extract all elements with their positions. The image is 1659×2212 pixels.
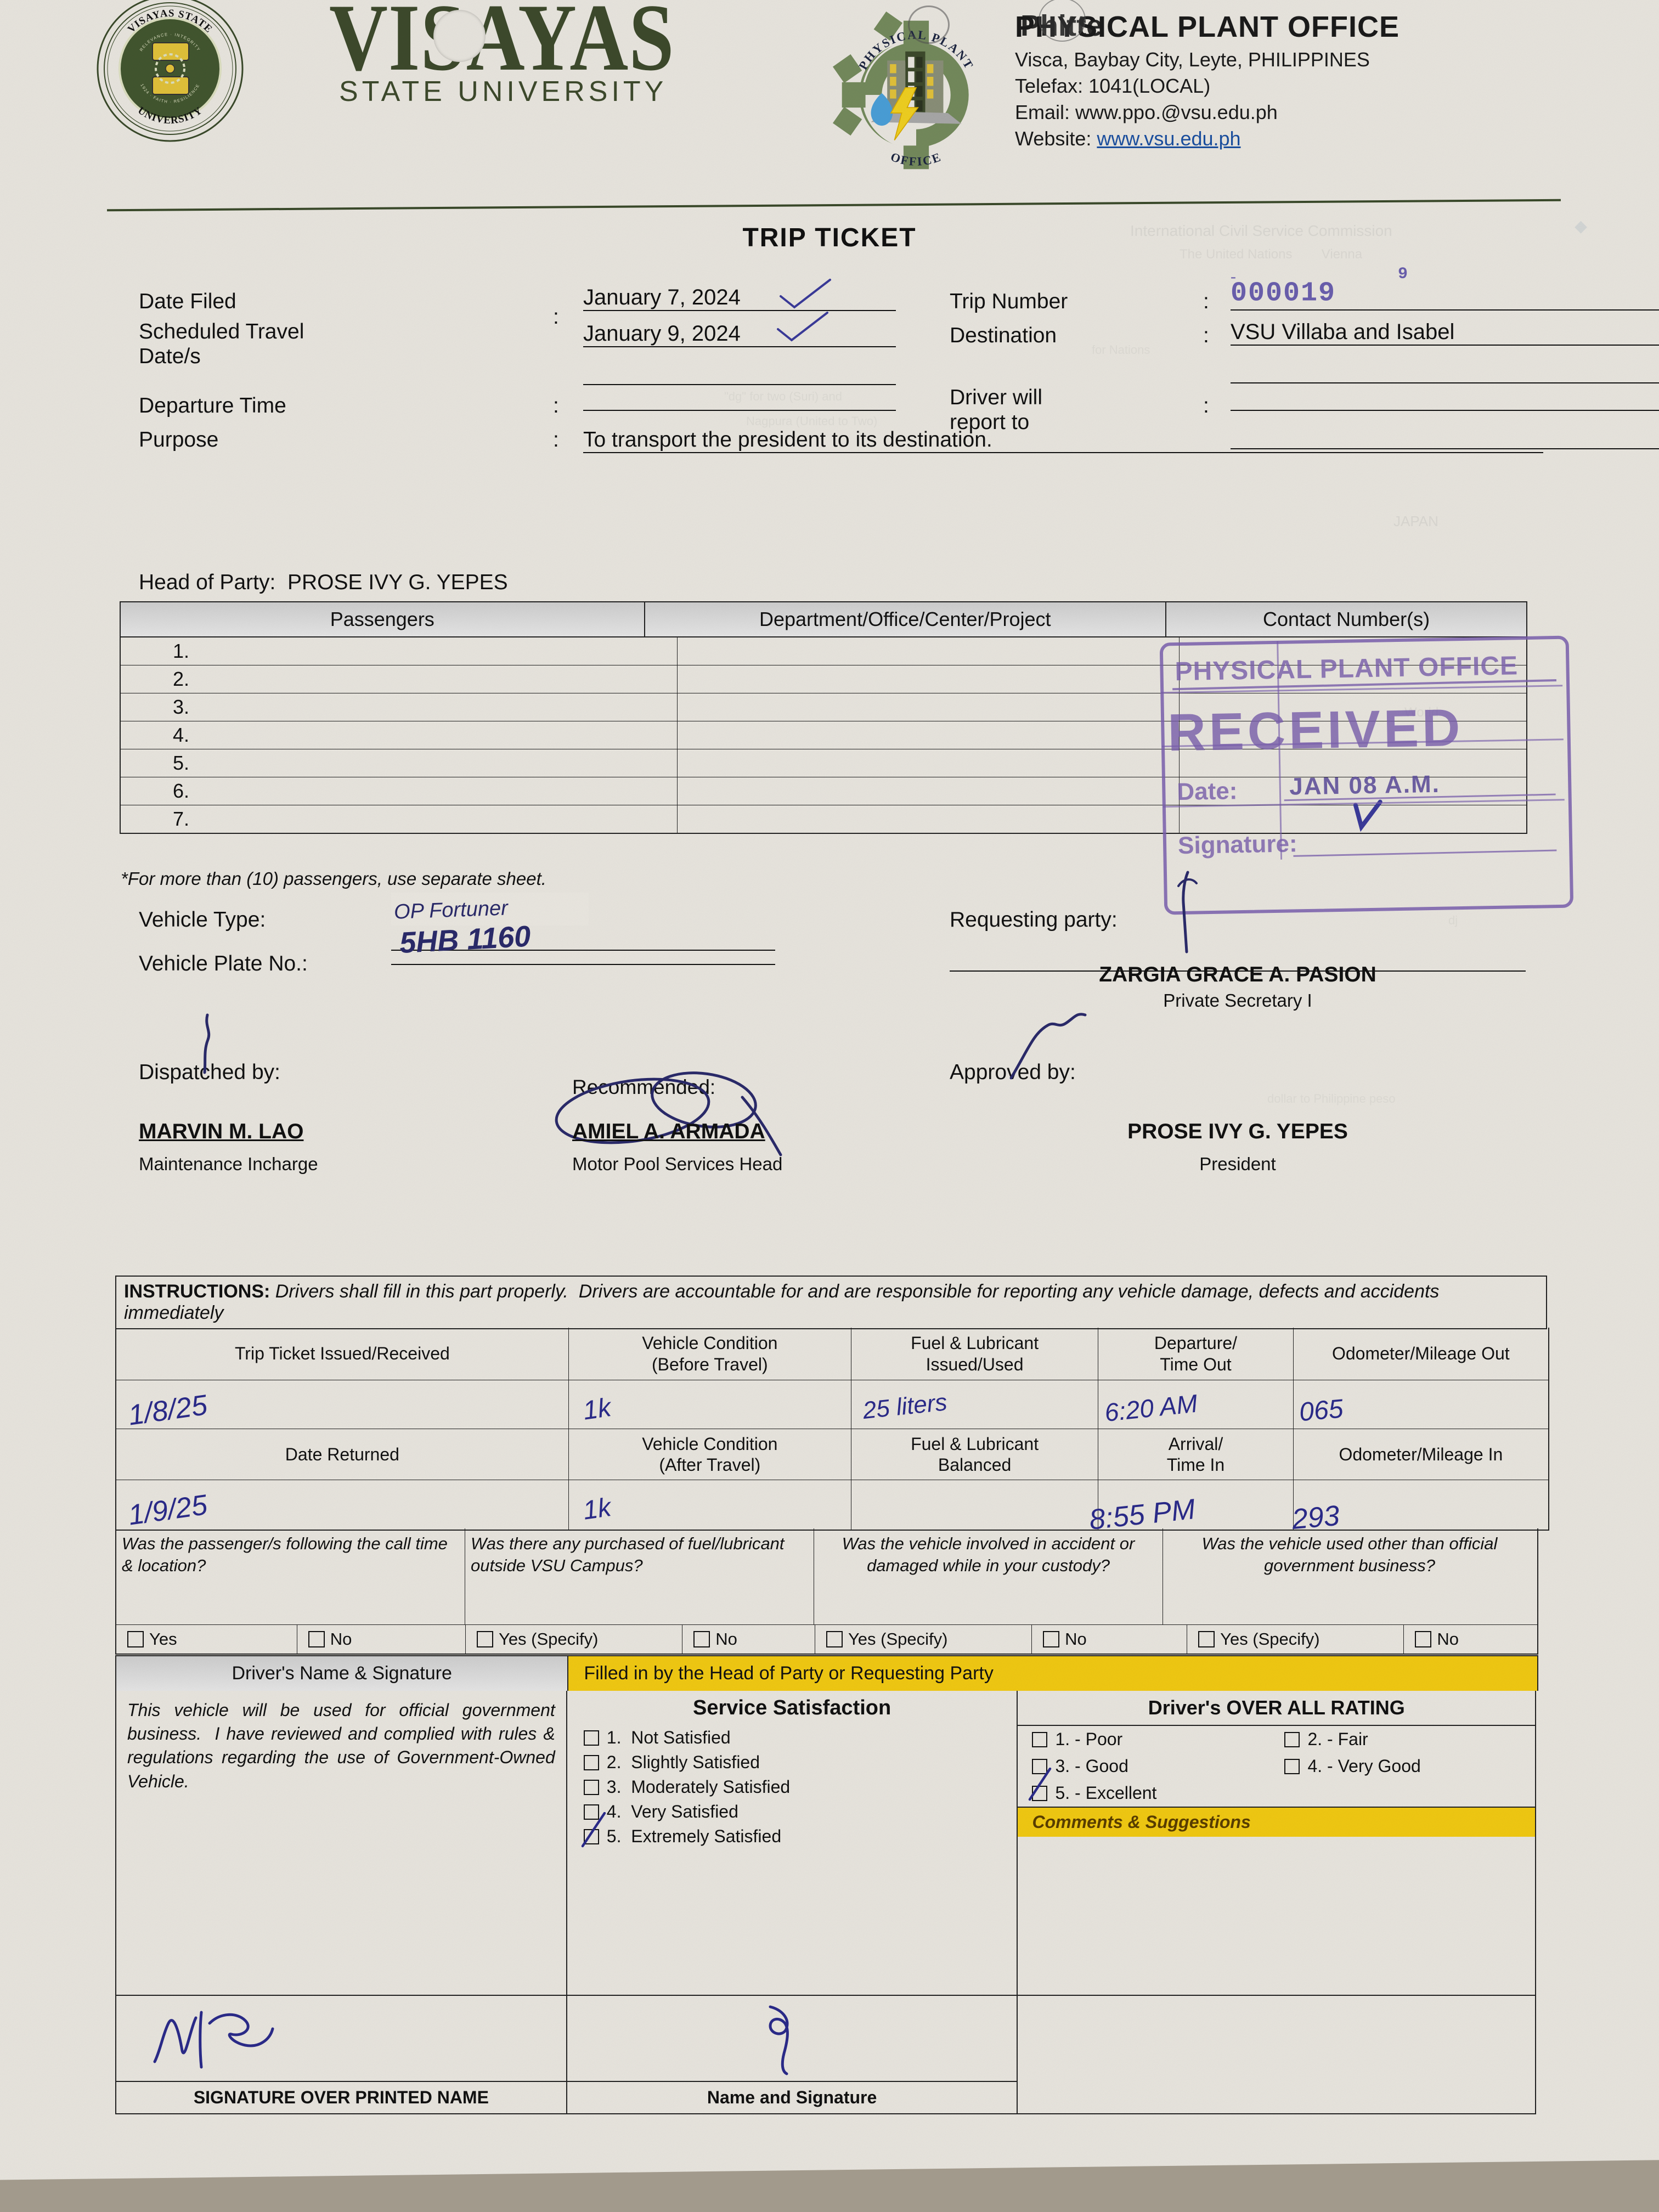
svg-text:Date:: Date:: [1177, 777, 1238, 805]
svg-text:PHYSICAL PLANT OFFICE: PHYSICAL PLANT OFFICE: [1175, 651, 1518, 686]
svg-text:25 liters: 25 liters: [862, 1389, 949, 1424]
svg-text:065: 065: [1299, 1394, 1345, 1427]
svg-text:1/8/25: 1/8/25: [127, 1389, 210, 1432]
svg-text:6:20 AM: 6:20 AM: [1104, 1389, 1199, 1427]
svg-text:1/9/25: 1/9/25: [127, 1489, 210, 1532]
svg-text:1k: 1k: [583, 1393, 614, 1426]
svg-text:1k: 1k: [583, 1493, 614, 1526]
svg-text:RECEIVED: RECEIVED: [1167, 698, 1464, 762]
svg-text:Signature:: Signature:: [1178, 830, 1297, 859]
svg-text:JAN 08 A.M.: JAN 08 A.M.: [1289, 771, 1440, 800]
